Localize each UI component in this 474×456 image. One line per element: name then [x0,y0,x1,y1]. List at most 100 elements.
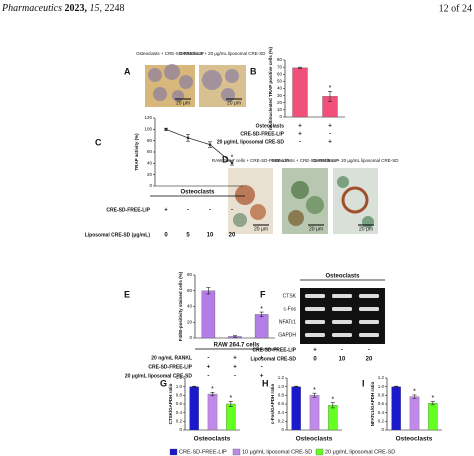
y-axis-label: F4/80-positivity stained cells (%) [178,271,183,341]
gel-band [305,294,325,298]
row-label: 20 μg/mL liposomal CRE-SD [125,373,193,379]
gel-band [305,307,325,311]
significance-mark: * [229,395,232,402]
year: 2023, [65,3,88,14]
y-tick-label: 60 [147,149,153,154]
y-tick-label: 0 [279,114,282,119]
bar [391,386,401,431]
y-tick-label: 80 [277,57,283,62]
row-mark: - [261,365,263,371]
row-mark: 0 [164,233,168,239]
group-label: Osteoclasts [325,274,360,280]
row-mark: + [313,348,317,354]
x-axis-label: Osteoclasts [396,436,433,443]
legend-label: 10 μg/mL liposomal CRE-SD [242,449,312,455]
row-mark: + [260,374,264,380]
gel-band [305,333,325,337]
y-tick-label: 0.8 [278,393,285,398]
y-axis-label: c-Fos/GAPDH ratio [270,384,275,425]
error-bar [208,141,212,148]
panel-letter: I [362,378,365,388]
row-mark: 10 [339,357,346,363]
error-bar [164,127,168,131]
row-mark: 20 [229,233,236,239]
significance-mark: * [413,389,416,396]
bar [207,393,218,431]
error-bar [228,401,233,407]
row-mark: 5 [186,233,190,239]
row-mark: - [299,140,301,146]
row-mark: - [329,132,331,138]
y-tick-label: 0.6 [378,401,385,406]
row-mark: + [260,356,264,362]
scale-bar-label: 20 μm [176,100,190,106]
significance-mark: * [313,387,316,394]
band-label: NFATc1 [279,319,296,325]
row-mark: - [368,348,370,354]
y-tick-label: 120 [144,115,152,120]
y-tick-label: 10 [277,107,283,112]
error-bar [330,402,335,409]
error-bar [294,385,299,388]
error-bar [298,66,302,69]
gel-band [332,333,352,337]
gel-band [359,333,379,337]
cells [233,176,374,228]
journal: Pharmaceutics 2023, 15, 2248 [1,3,125,14]
scale-bar-label: 20 μm [359,226,373,232]
row-mark: 20 [366,357,373,363]
significance-mark: * [329,85,332,92]
row-mark: + [164,208,168,214]
y-tick-label: 20 [187,319,193,324]
y-tick-label: 20 [147,172,153,177]
row-mark: + [298,132,302,138]
image-caption: Osteoclasts + CRE-SD-FREE-LIP [136,51,204,56]
row-label: 20 μg/mL liposomal CRE-SD [217,139,285,145]
panel-letter: G [160,378,167,388]
legend-swatch [315,448,324,456]
bar [328,405,338,431]
y-tick-label: 0.8 [176,393,183,398]
gel-band [305,320,325,324]
row-mark: + [233,365,237,371]
row-label: CRE-SD-FREE-LIP [240,131,284,137]
row-label: CRE-SD-FREE-LIP [148,364,192,370]
panel-letter: F [260,289,266,299]
y-tick-label: 80 [147,138,153,143]
significance-mark: * [331,397,334,404]
error-bar [430,401,435,406]
y-tick-label: 0.4 [278,410,285,415]
image-caption: Osteoclasts + CRE-SD-FREE-LIP [271,158,339,163]
y-axis-label: TRAP activity (%) [134,133,139,171]
y-tick-label: 0.6 [176,401,183,406]
journal-name: Pharmaceutics [1,3,62,14]
error-bar [233,335,237,338]
row-mark: - [207,374,209,380]
group-label: Osteoclasts [180,190,215,196]
row-mark: + [233,356,237,362]
legend-label: CRE-SD-FREE-LIP [179,449,227,455]
legend-swatch [169,448,178,456]
error-bar [312,392,317,398]
image-caption: RAW 264.7 cells + CRE-SD-FREE-LIP [212,158,289,163]
row-mark: - [231,208,233,214]
row-mark: + [298,124,302,130]
y-tick-label: 0 [281,427,284,432]
row-mark: - [209,208,211,214]
y-tick-label: 0 [179,427,182,432]
y-tick-label: 0 [189,335,192,340]
panel-letter: H [262,378,269,388]
error-bar [412,394,417,399]
y-tick-label: 70 [277,64,283,69]
bar [428,402,438,431]
significance-mark: * [211,386,214,393]
x-axis-label: Osteoclasts [194,436,231,443]
row-mark: + [207,365,211,371]
bar [201,290,216,339]
y-tick-label: 1.2 [176,375,183,380]
row-mark: 0 [313,357,317,363]
y-axis-label: CTSK/GAPDH ratio [168,383,173,424]
error-bar [186,134,190,142]
y-tick-label: 0.6 [278,401,285,406]
significance-mark: * [260,306,263,313]
